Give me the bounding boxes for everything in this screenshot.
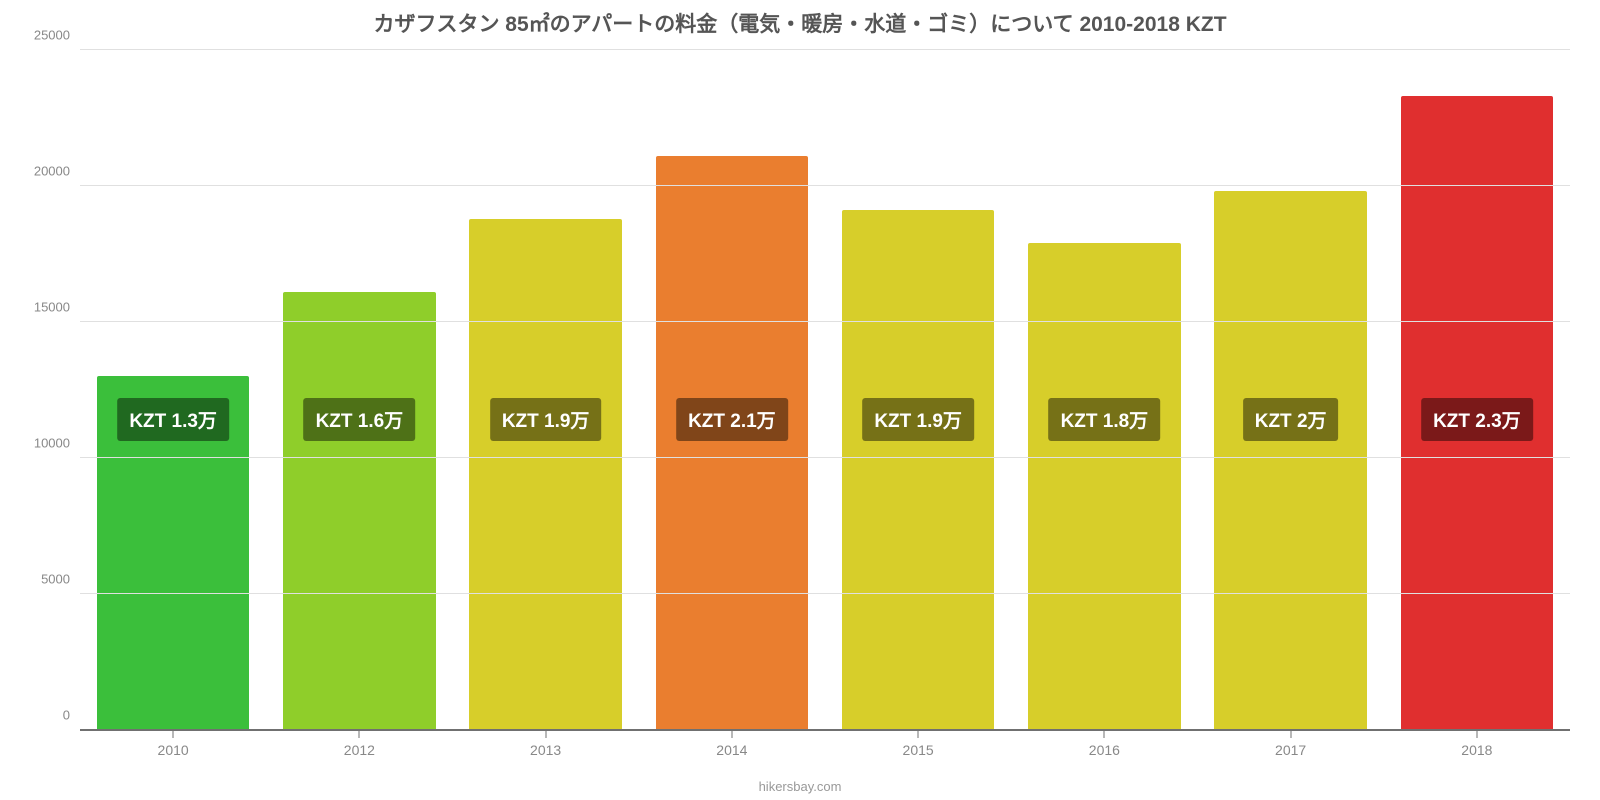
bar-slot: KZT 1.9万2013 [453, 50, 639, 730]
bar: KZT 1.3万 [97, 376, 250, 730]
y-tick-label: 15000 [34, 300, 80, 315]
x-tick [173, 730, 174, 738]
bar-value-label: KZT 1.6万 [304, 398, 416, 441]
x-tick [918, 730, 919, 738]
x-tick [1290, 730, 1291, 738]
bar-slot: KZT 2万2017 [1198, 50, 1384, 730]
y-tick-label: 25000 [34, 28, 80, 43]
bar-value-label: KZT 2万 [1243, 398, 1339, 441]
bar-slot: KZT 1.8万2016 [1011, 50, 1197, 730]
bar-value-label: KZT 1.9万 [490, 398, 602, 441]
bars-row: KZT 1.3万2010KZT 1.6万2012KZT 1.9万2013KZT … [80, 50, 1570, 730]
gridline [80, 185, 1570, 186]
bar-value-label: KZT 2.1万 [676, 398, 788, 441]
source-label: hikersbay.com [0, 779, 1600, 794]
x-tick [1104, 730, 1105, 738]
bar: KZT 1.9万 [469, 219, 622, 730]
gridline [80, 49, 1570, 50]
bar-slot: KZT 2.1万2014 [639, 50, 825, 730]
y-tick-label: 5000 [41, 572, 80, 587]
x-tick-row [80, 730, 1570, 738]
x-tick [1476, 730, 1477, 738]
bar-slot: KZT 1.6万2012 [266, 50, 452, 730]
gridline [80, 457, 1570, 458]
x-tick [359, 730, 360, 738]
y-tick-label: 0 [63, 708, 80, 723]
bar: KZT 2.3万 [1401, 96, 1554, 730]
gridline [80, 321, 1570, 322]
bar-value-label: KZT 1.9万 [862, 398, 974, 441]
y-tick-label: 10000 [34, 436, 80, 451]
bar: KZT 1.6万 [283, 292, 436, 730]
bar-slot: KZT 2.3万2018 [1384, 50, 1570, 730]
bar: KZT 1.8万 [1028, 243, 1181, 730]
bar-value-label: KZT 1.3万 [117, 398, 229, 441]
chart-title: カザフスタン 85㎡のアパートの料金（電気・暖房・水道・ゴミ）について 2010… [0, 0, 1600, 38]
chart-container: カザフスタン 85㎡のアパートの料金（電気・暖房・水道・ゴミ）について 2010… [0, 0, 1600, 800]
y-tick-label: 20000 [34, 164, 80, 179]
plot-area: KZT 1.3万2010KZT 1.6万2012KZT 1.9万2013KZT … [80, 50, 1570, 730]
bar-value-label: KZT 2.3万 [1421, 398, 1533, 441]
x-tick [545, 730, 546, 738]
gridline [80, 593, 1570, 594]
bar-slot: KZT 1.9万2015 [825, 50, 1011, 730]
bar: KZT 2万 [1214, 191, 1367, 730]
bar: KZT 2.1万 [656, 156, 809, 730]
bar-value-label: KZT 1.8万 [1049, 398, 1161, 441]
bar: KZT 1.9万 [842, 210, 995, 730]
x-tick [731, 730, 732, 738]
bar-slot: KZT 1.3万2010 [80, 50, 266, 730]
